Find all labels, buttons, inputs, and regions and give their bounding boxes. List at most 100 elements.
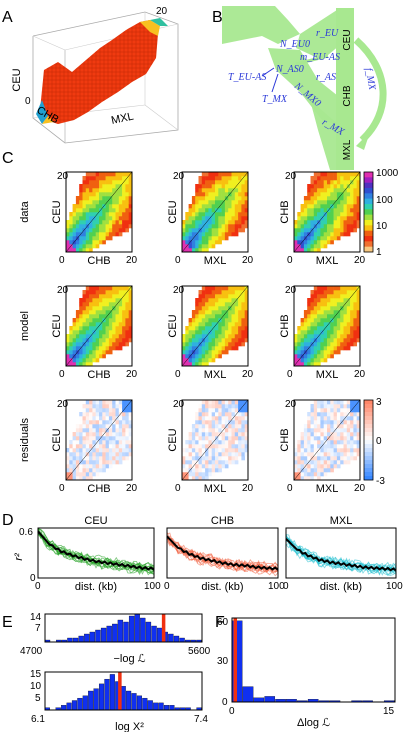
heatmap-cell — [350, 326, 354, 331]
heatmap-cell — [115, 290, 120, 295]
heatmap-cell — [72, 330, 77, 335]
xtick-5600: 5600 — [188, 646, 211, 657]
heatmap-cell — [92, 334, 96, 339]
heatmap-cell — [215, 200, 219, 205]
heatmap-cell — [211, 432, 216, 437]
heatmap-cell — [340, 412, 344, 417]
heatmap-cell — [188, 232, 193, 237]
heatmap-cell — [241, 444, 245, 449]
heatmap-cell — [234, 432, 239, 437]
heatmap-cell — [95, 224, 100, 229]
colorbar-residual: 30-3 — [363, 397, 385, 487]
heatmap-cell — [195, 358, 199, 363]
colorbar-tick-res-0: 0 — [376, 436, 382, 447]
heatmap-cell — [215, 400, 219, 405]
tick-label-0: 0 — [175, 255, 181, 266]
heatmap-cell — [234, 228, 239, 233]
heatmap-cell — [208, 408, 212, 413]
heatmap-cell — [330, 424, 334, 429]
heatmap-cell — [125, 306, 129, 311]
heatmap-cell — [221, 452, 226, 457]
heatmap-cell — [320, 472, 324, 477]
xtick-7.4: 7.4 — [194, 714, 208, 725]
heatmap-cell — [188, 330, 193, 335]
heatmap-cell — [241, 400, 245, 405]
heatmap-cell — [323, 452, 328, 457]
heatmap-cell — [122, 432, 126, 437]
heatmap-cell — [300, 456, 305, 461]
heatmap-cell — [201, 424, 206, 429]
heatmap-cell — [238, 318, 242, 323]
heatmap-cell — [234, 408, 239, 413]
heatmap-cell — [231, 200, 236, 205]
heatmap-cell — [115, 322, 120, 327]
heatmap-cell — [201, 302, 206, 307]
heatmap-cell — [89, 416, 93, 421]
heatmap-cell — [72, 338, 77, 343]
heatmap-cell — [185, 236, 189, 241]
heatmap-cell — [215, 428, 219, 433]
heatmap-cell — [128, 200, 133, 205]
heatmap-cell — [115, 400, 120, 405]
heatmap-cell — [330, 188, 334, 193]
heatmap-cell — [221, 338, 226, 343]
heatmap-cell — [313, 290, 318, 295]
heatmap-cell — [310, 208, 315, 213]
heatmap-cell — [188, 464, 193, 469]
heatmap-cell — [327, 432, 331, 437]
heatmap-cell — [234, 326, 239, 331]
heatmap-cell — [343, 342, 348, 347]
heatmap-cell — [231, 310, 236, 315]
heatmap-cell — [95, 172, 100, 177]
heatmap-cell — [205, 424, 209, 429]
heatmap-cell — [115, 456, 120, 461]
heatmap-cell — [307, 306, 311, 311]
heatmap-cell — [244, 176, 249, 181]
heatmap-cell — [92, 322, 96, 327]
heatmap-cell — [205, 232, 209, 237]
heatmap-cell — [228, 412, 232, 417]
heatmap-cell — [69, 444, 73, 449]
heatmap-cell — [320, 294, 324, 299]
heatmap-cell — [118, 220, 123, 225]
heatmap-cell — [201, 448, 206, 453]
heatmap-cell — [356, 424, 361, 429]
ytick-10: 10 — [30, 681, 42, 692]
heatmap-cell — [346, 322, 351, 327]
heatmap-cell — [350, 184, 354, 189]
heatmap-cell — [102, 338, 106, 343]
heatmap-cell — [108, 440, 113, 445]
heatmap-cell — [89, 362, 93, 367]
heatmap-cell — [336, 408, 341, 413]
heatmap-cell — [343, 290, 348, 295]
heatmap-cell — [346, 342, 351, 347]
heatmap-cell — [333, 236, 338, 241]
heatmap-cell — [346, 444, 351, 449]
heatmap-cell — [115, 184, 120, 189]
heatmap-cell — [234, 444, 239, 449]
heatmap-cell — [320, 416, 324, 421]
heatmap-cell — [221, 444, 226, 449]
heatmap-cell — [327, 200, 331, 205]
heatmap-cell — [188, 216, 193, 221]
heatmap-cell — [112, 428, 116, 433]
heatmap-cell — [89, 358, 93, 363]
heatmap-cell — [99, 224, 103, 229]
heatmap-cell — [317, 464, 321, 469]
heatmap-cell — [294, 244, 298, 249]
heatmap-cell — [343, 232, 348, 237]
heatmap-cell — [224, 452, 229, 457]
heatmap-cell — [201, 200, 206, 205]
heatmap-cell — [215, 354, 219, 359]
heatmap-cell — [356, 452, 361, 457]
colorbar-swatch — [364, 193, 373, 199]
heatmap-cell — [191, 224, 196, 229]
heatmap-cell — [122, 416, 126, 421]
heatmap-cell — [79, 342, 83, 347]
heatmap-cell — [307, 228, 311, 233]
heatmap-cell — [208, 236, 212, 241]
heatmap-cell — [182, 224, 186, 229]
heatmap-cell — [99, 232, 103, 237]
heatmap-cell — [346, 404, 351, 409]
heatmap-cell — [320, 334, 324, 339]
